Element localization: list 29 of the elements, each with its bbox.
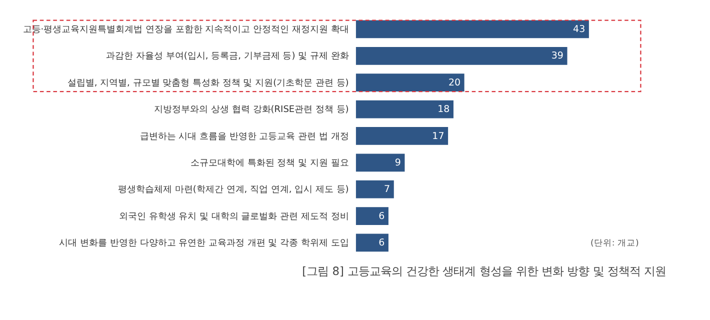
data-label: 9 xyxy=(394,157,401,168)
bar xyxy=(356,20,589,38)
data-label: 43 xyxy=(573,24,586,36)
bar xyxy=(356,100,454,118)
data-label: 20 xyxy=(448,77,461,88)
bar xyxy=(356,154,405,172)
data-label: 6 xyxy=(378,238,385,249)
y-tick-label: 평생학습체제 마련(학제간 연계, 직업 연계, 입시 제도 등) xyxy=(118,185,349,196)
y-tick-label: 외국인 유학생 유치 및 대학의 글로벌화 관련 제도적 정비 xyxy=(118,212,349,222)
bar xyxy=(356,46,568,65)
text: (단위: 개교) xyxy=(590,238,639,249)
bar xyxy=(356,207,388,225)
y-tick-label: 고등·평생교육지원특별회계법 연장을 포함한 지속적이고 안정적인 재정지원 확대 xyxy=(22,25,349,36)
bar xyxy=(356,234,388,252)
y-tick-label: 지방정부와의 상생 협력 강화(RISE관련 정책 등) xyxy=(154,105,349,116)
data-label: 6 xyxy=(378,210,385,222)
bar xyxy=(356,180,394,198)
y-tick-label: 설립별, 지역별, 규모별 맞춤형 특성화 정책 및 지원(기초학문 관련 등) xyxy=(67,78,349,88)
y-tick-label: 소규모대학에 특화된 정책 및 지원 필요 xyxy=(190,158,349,168)
bar xyxy=(356,74,464,92)
data-label: 7 xyxy=(384,184,390,196)
data-label: 17 xyxy=(432,130,444,142)
y-tick-label: 시대 변화를 반영한 다양하고 유연한 교육과정 개편 및 각종 학위제 도입 xyxy=(59,238,349,249)
data-label: 39 xyxy=(551,50,564,62)
bar xyxy=(356,127,448,145)
data-label: 18 xyxy=(438,104,450,116)
text: [그림 8] 고등교육의 건강한 생태계 형성을 위한 변화 방향 및 정책적 지원 xyxy=(302,264,666,278)
y-tick-label: 과감한 자율성 부여(입시, 등록금, 기부금제 등) 및 규제 완화 xyxy=(106,52,349,62)
y-tick-label: 급변하는 시대 흐름을 반영한 고등교육 관련 법 개정 xyxy=(140,132,349,142)
